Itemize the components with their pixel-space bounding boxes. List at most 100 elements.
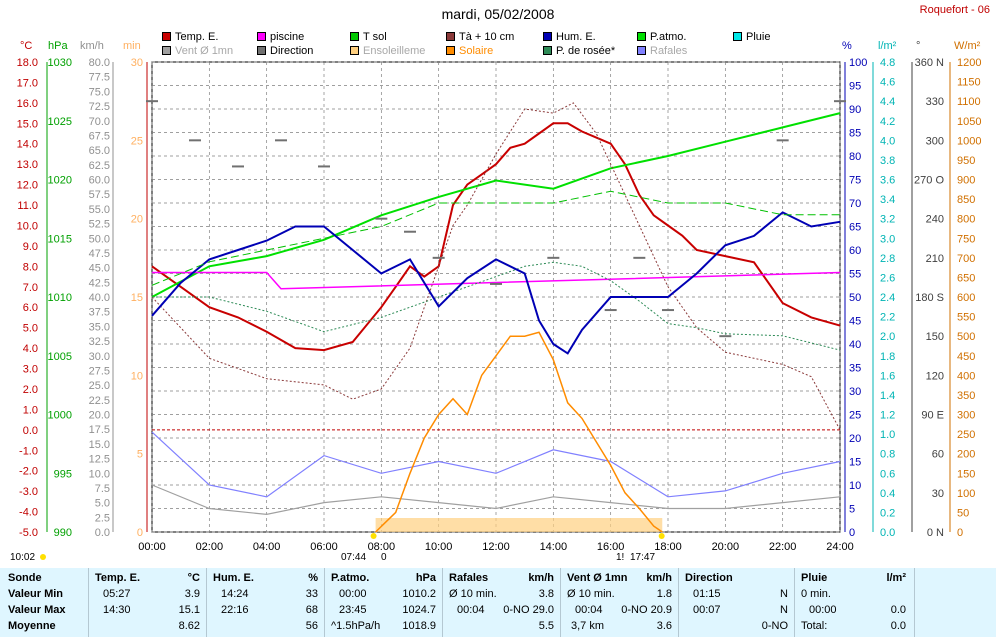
dir-tick-label: 60: [932, 449, 944, 461]
row-label-max: Valeur Max: [8, 604, 66, 616]
legend-rafales: Rafales: [637, 45, 687, 57]
temp-tick-label: -1.0: [19, 445, 38, 457]
press-min-time: 00:00: [339, 588, 367, 600]
solar-tick-label: 450: [957, 351, 975, 363]
legend-label: Vent Ø 1mn: [175, 45, 234, 57]
wind-tick-label: 50.0: [89, 233, 110, 245]
wind-tick-label: 7.5: [95, 483, 110, 495]
legend-swatch: [350, 32, 359, 41]
legend-label: Temp. E.: [175, 31, 219, 43]
rain-tick-label: 1.2: [880, 410, 895, 422]
temp-tick-label: 16.0: [17, 98, 38, 110]
rain-tick-label: 0.6: [880, 468, 895, 480]
temp-tick-label: 2.0: [23, 384, 38, 396]
unit-rain: l/m²: [878, 40, 897, 52]
unit-sun: min: [123, 40, 141, 52]
rain-tick-label: 1.4: [880, 390, 895, 402]
solar-tick-label: 1200: [957, 57, 981, 69]
legend-temp: Temp. E.: [162, 31, 218, 43]
hum-tick-label: 40: [849, 339, 861, 351]
solar-tick-label: 900: [957, 175, 975, 187]
hum-tick-label: 85: [849, 128, 861, 140]
temp-max-value: 15.1: [178, 604, 200, 616]
x-tick-label: 02:00: [196, 541, 224, 553]
legend-tsol: T sol: [350, 31, 387, 43]
rain-tick-label: 2.4: [880, 292, 895, 304]
summary-col-direction: Direction 01:15 N 00:07 N 0-NO: [678, 568, 794, 637]
wind-tick-label: 32.5: [89, 336, 110, 348]
legend-label: piscine: [270, 31, 305, 43]
rain-tick-label: 2.6: [880, 272, 895, 284]
rain-tick-label: 0.2: [880, 507, 895, 519]
press-min-value: 1010.2: [402, 588, 436, 600]
press-avg-value: 1018.9: [402, 620, 436, 632]
wind-tick-label: 72.5: [89, 101, 110, 113]
legend-pluie: Pluie: [733, 31, 770, 43]
dir-tick-label: 330: [926, 96, 944, 108]
solar-tick-label: 650: [957, 272, 975, 284]
wind-tick-label: 62.5: [89, 160, 110, 172]
press-max-value: 1024.7: [402, 604, 436, 616]
temp-tick-label: 12.0: [17, 180, 38, 192]
legend-label: T sol: [363, 31, 387, 43]
temp-tick-label: 1.0: [23, 404, 38, 416]
solar-tick-label: 950: [957, 155, 975, 167]
rain-tick-label: 1.0: [880, 429, 895, 441]
wind-tick-label: 30.0: [89, 351, 110, 363]
dir-tick-label: 360 N: [915, 57, 944, 69]
solar-tick-label: 400: [957, 370, 975, 382]
temp-tick-label: 14.0: [17, 139, 38, 151]
wind-distance: 3,7 km: [571, 620, 605, 632]
temp-tick-label: 9.0: [23, 241, 38, 253]
rain-tick-label: 2.0: [880, 331, 895, 343]
solar-tick-label: 500: [957, 331, 975, 343]
dir-tick-label: 180 S: [915, 292, 944, 304]
rain-total-value: 0.0: [890, 620, 906, 632]
temp-tick-label: 10.0: [17, 220, 38, 232]
dir-tick-label: 120: [926, 370, 944, 382]
wind-tick-label: 60.0: [89, 175, 110, 187]
col-title: Hum. E.: [213, 572, 254, 584]
series-line-solaire: [375, 331, 663, 533]
legend: Temp. E. piscine T sol Tà + 10 cm Hum. E…: [0, 31, 996, 61]
dir-tick-label: 270 O: [914, 175, 944, 187]
rain-tick-label: 3.2: [880, 214, 895, 226]
solar-tick-label: 1100: [957, 96, 981, 108]
sun-tick-label: 10: [131, 370, 143, 382]
legend-rosee: P. de rosée*: [543, 45, 615, 57]
col-unit: %: [308, 572, 318, 584]
rain-tick-label: 3.8: [880, 155, 895, 167]
rain-tick-label: 2.2: [880, 312, 895, 324]
summary-col-rain: Pluie l/m² 0 min. 00:00 0.0 Total: 0.0: [794, 568, 914, 637]
moonrise-time: 10:02: [10, 552, 36, 563]
rain-mark: 1!: [616, 552, 625, 563]
temp-tick-label: 18.0: [17, 57, 38, 69]
wind-tick-label: 2.5: [95, 512, 110, 524]
press-max-time: 23:45: [339, 604, 367, 616]
wind-min-label: Ø 10 min.: [567, 588, 615, 600]
legend-swatch: [257, 32, 266, 41]
x-tick-label: 16:00: [597, 541, 625, 553]
temp-tick-label: -5.0: [19, 527, 38, 539]
solar-tick-label: 250: [957, 429, 975, 441]
sun-tick-label: 15: [131, 292, 143, 304]
temp-tick-label: -3.0: [19, 486, 38, 498]
col-title: Pluie: [801, 572, 828, 584]
sun-tick-label: 25: [131, 135, 143, 147]
series-line-piscine: [152, 271, 841, 290]
rain-total-label: Total:: [801, 620, 828, 632]
x-tick-label: 06:00: [310, 541, 338, 553]
temp-min-value: 3.9: [184, 588, 200, 600]
x-tick-label: 22:00: [769, 541, 797, 553]
hum-tick-label: 35: [849, 363, 861, 375]
temp-tick-label: 13.0: [17, 159, 38, 171]
sun-tick-label: 30: [131, 57, 143, 69]
series-line-vent-1mn: [151, 484, 841, 516]
press-tick-label: 990: [54, 527, 72, 539]
rain-tick-label: 0.8: [880, 449, 895, 461]
rain-tick-label: 1.6: [880, 370, 895, 382]
col-unit: km/h: [646, 572, 672, 584]
temp-avg-value: 8.62: [178, 620, 200, 632]
hum-avg-value: 56: [305, 620, 318, 632]
hum-tick-label: 55: [849, 269, 861, 281]
